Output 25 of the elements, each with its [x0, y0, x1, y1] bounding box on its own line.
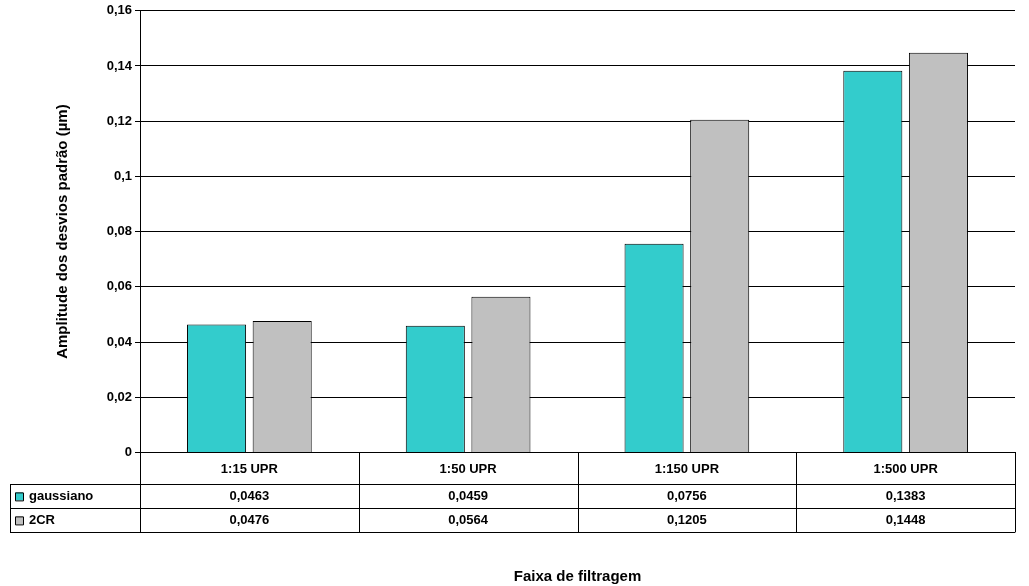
data-label: 0,0476: [229, 511, 270, 527]
y-tick-label: 0,02: [106, 388, 132, 404]
data-label: 0,1448: [885, 511, 926, 527]
x-tick-label: 1:50 UPR: [439, 460, 498, 476]
y-axis-title: Amplitude dos desvios padrão (µm): [53, 104, 71, 359]
legend-label: gaussiano: [29, 487, 94, 503]
y-tick-label: 0,06: [106, 278, 132, 294]
data-label: 0,0463: [229, 487, 270, 503]
text: Faixa de filtragem: [513, 567, 642, 585]
x-tick-label: 1:500 UPR: [873, 460, 939, 476]
y-tick-label: 0,12: [106, 112, 132, 128]
y-tick-label: 0,1: [113, 167, 132, 183]
x-tick-label: 1:15 UPR: [220, 460, 279, 476]
data-label: 0,0756: [666, 487, 707, 503]
data-label: 0,0564: [448, 511, 489, 527]
y-tick-label: 0: [124, 443, 132, 459]
x-tick-label: 1:150 UPR: [654, 460, 720, 476]
data-label: 0,1383: [885, 487, 926, 503]
data-label: 0,0459: [448, 487, 489, 503]
y-tick-label: 0,16: [106, 2, 132, 18]
y-tick-label: 0,04: [106, 333, 133, 349]
y-tick-label: 0,14: [106, 57, 133, 73]
data-label: 0,1205: [666, 511, 707, 527]
y-tick-label: 0,08: [106, 223, 132, 239]
legend-label: 2CR: [29, 511, 56, 527]
